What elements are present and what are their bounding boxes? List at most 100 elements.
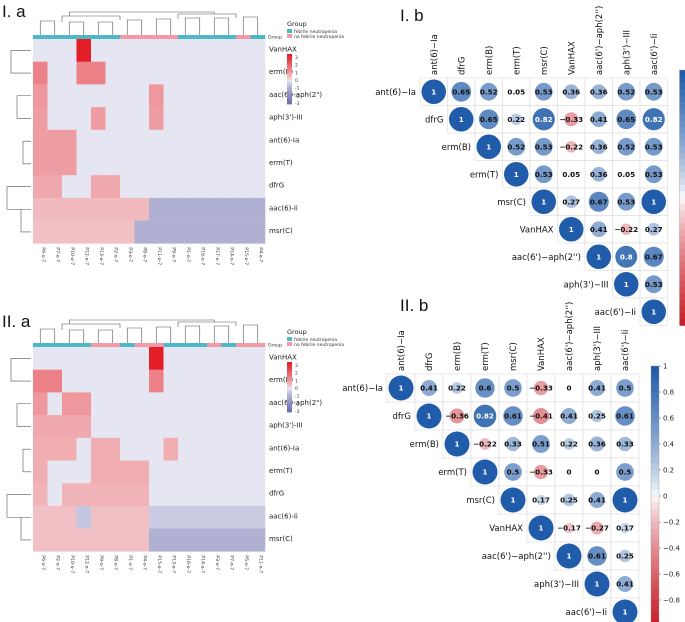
group-bar-label: Group xyxy=(268,35,282,41)
heatmap-cell xyxy=(178,220,193,244)
heatmap-cell xyxy=(134,460,150,484)
heatmap-cell xyxy=(33,437,48,461)
heatmap-cell xyxy=(62,61,77,85)
heatmap-cell xyxy=(120,415,135,439)
column-label: dfrG xyxy=(425,353,435,371)
colorbar-segment xyxy=(679,191,685,199)
color-scale-segment xyxy=(287,380,292,383)
row-label: aph(3')−III xyxy=(534,580,579,590)
heatmap-cell xyxy=(163,505,179,529)
dendrogram-branch xyxy=(126,327,143,343)
legend-item: no febrile neutropenia xyxy=(294,34,344,40)
colorbar-segment xyxy=(679,210,685,218)
row-dendrogram-branch xyxy=(22,448,31,473)
heatmap-cell xyxy=(105,61,121,85)
column-label: P17-o-7 xyxy=(214,247,220,265)
corr-circle xyxy=(584,571,610,597)
heatmap-cell xyxy=(91,129,106,153)
heatmap-cell xyxy=(207,347,222,370)
heatmap-cell xyxy=(62,460,77,484)
corr-circle xyxy=(531,189,556,214)
corr-circle xyxy=(533,380,549,396)
corr-circle xyxy=(616,575,634,593)
corr-value: 1 xyxy=(596,252,601,261)
corr-value: −0.41 xyxy=(529,412,553,421)
colorbar-segment xyxy=(679,121,685,128)
color-scale-tick: -2 xyxy=(295,401,300,407)
column-label: P15-o-7 xyxy=(156,555,162,573)
corr-value: 0 xyxy=(566,384,571,393)
legend-item: no febrile neutropenia xyxy=(294,342,344,348)
row-dendrogram-branch xyxy=(20,208,31,233)
corr-circle xyxy=(532,407,550,425)
heatmap-cell xyxy=(236,528,251,552)
heatmap-cell xyxy=(134,107,150,131)
group-bar-cell xyxy=(62,35,77,39)
heatmap-cell xyxy=(192,175,208,199)
group-bar-cell xyxy=(33,35,48,39)
group-bar-cell xyxy=(134,343,150,347)
heatmap-cell xyxy=(105,152,121,176)
corr-value: 0 xyxy=(594,468,599,477)
column-label: VanHAX xyxy=(567,41,577,75)
corr-value: 0.53 xyxy=(535,170,553,179)
corr-circle xyxy=(620,223,632,235)
colorbar-segment xyxy=(679,114,685,122)
heatmap-cell xyxy=(221,61,237,85)
corr-circle xyxy=(563,522,575,534)
corr-value: 0.41 xyxy=(590,225,608,234)
corr-circle xyxy=(612,487,638,513)
heatmap-cell xyxy=(149,197,164,221)
column-label: P2-o-7 xyxy=(54,555,60,570)
group-bar-cell xyxy=(221,35,237,39)
legend-swatch xyxy=(287,342,292,346)
heatmap-cell xyxy=(163,347,179,370)
corr-value: 0.25 xyxy=(616,552,634,561)
row-label: aph(3')-III xyxy=(269,114,303,122)
heatmap-cell xyxy=(76,369,92,393)
corr-value: 0.33 xyxy=(504,440,522,449)
heatmap-cell xyxy=(192,483,208,507)
heatmap-cell xyxy=(91,61,106,85)
corr-value: 0.53 xyxy=(645,170,663,179)
heatmap-cell xyxy=(105,347,121,370)
corr-value: 1 xyxy=(431,87,436,96)
legend-item: febrile neutropenia xyxy=(294,337,337,343)
heatmap-cell xyxy=(105,369,121,393)
row-dendrogram-branch xyxy=(16,403,31,427)
row-label: ant(6)−Ia xyxy=(342,384,383,394)
heatmap-cell xyxy=(105,392,121,416)
corr-circle xyxy=(591,84,607,100)
colorbar-segment xyxy=(651,548,659,555)
corr-circle xyxy=(586,244,611,269)
corr-circle xyxy=(533,464,549,480)
dendrogram-branch xyxy=(177,321,237,327)
row-label: dfrG xyxy=(425,115,443,125)
heatmap-cell xyxy=(250,505,266,529)
dendrogram-branch xyxy=(97,21,114,35)
corr-circle xyxy=(449,107,474,132)
corr-circle xyxy=(421,79,446,104)
corr-value: 0.51 xyxy=(532,440,550,449)
corr-circle xyxy=(479,82,498,101)
corr-grid-cell xyxy=(612,215,641,244)
corr-value: 0.65 xyxy=(617,115,635,124)
dendrogram-branch xyxy=(184,17,201,35)
legend-item: febrile neutropenia xyxy=(294,29,337,35)
colorbar-segment xyxy=(651,392,659,399)
heatmap-cell xyxy=(163,528,179,552)
row-dendrogram-branch xyxy=(10,50,31,74)
heatmap-cell xyxy=(192,437,208,461)
color-scale-segment xyxy=(287,382,292,385)
dendrogram-branch xyxy=(68,21,85,35)
corr-value: 0.53 xyxy=(645,280,663,289)
colorbar-segment xyxy=(679,312,685,320)
heatmap-cell xyxy=(33,460,48,484)
color-scale-tick: 2 xyxy=(295,63,298,69)
heatmap-Ia: Group VanHAX erm(B) aac(6')-aph(2") aph(3')-… xyxy=(6,11,344,265)
heatmap-cell xyxy=(207,392,222,416)
heatmap-cell xyxy=(134,415,150,439)
color-scale-segment xyxy=(287,394,292,397)
heatmap-cell xyxy=(250,61,266,85)
